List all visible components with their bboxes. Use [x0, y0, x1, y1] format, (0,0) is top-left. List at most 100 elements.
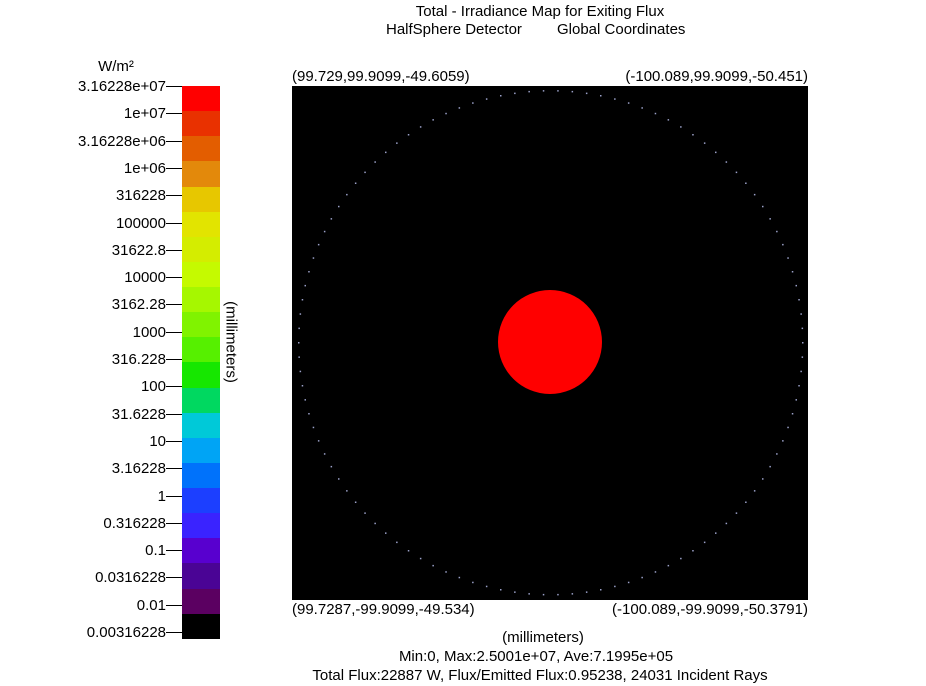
- ring-dot: [641, 576, 643, 579]
- colorbar-tick-line: [166, 167, 182, 169]
- colorbar-swatch: [182, 211, 220, 237]
- corner-bottom-right: (-100.089,-99.9099,-50.3791): [612, 601, 808, 618]
- flux-line: Total Flux:22887 W, Flux/Emitted Flux:0.…: [312, 667, 768, 684]
- ring-dot: [585, 92, 588, 95]
- ring-dot: [557, 593, 559, 596]
- ring-dot: [458, 576, 461, 579]
- ring-dot: [445, 571, 447, 573]
- colorbar-tick-line: [166, 550, 182, 552]
- ring-dot: [308, 271, 310, 273]
- ring-dot: [304, 399, 306, 401]
- ring-dot: [419, 557, 422, 560]
- colorbar-tick-line: [166, 604, 182, 606]
- ring-dot: [385, 151, 387, 154]
- colorbar-swatch: [182, 563, 220, 589]
- colorbar-tick-label: 3.16228e+07: [77, 78, 166, 95]
- colorbar-swatch: [182, 111, 220, 137]
- ring-dot: [641, 107, 643, 109]
- colorbar-tick-line: [166, 140, 182, 142]
- ring-dot: [338, 205, 340, 208]
- colorbar-tick-label: 1000: [132, 323, 166, 341]
- ring-dot: [364, 171, 366, 174]
- ring-dot: [317, 440, 320, 442]
- ring-dot: [776, 230, 778, 233]
- ring-dot: [396, 142, 398, 144]
- ring-dot: [323, 230, 326, 233]
- colorbar-swatch: [182, 538, 220, 564]
- ring-dot: [654, 571, 657, 573]
- ring-dot: [323, 453, 326, 455]
- ring-dot: [407, 550, 410, 552]
- colorbar-swatch: [182, 513, 220, 539]
- colorbar-tick-label: 0.01: [136, 596, 166, 614]
- ring-dot: [769, 218, 771, 220]
- ring-dot: [654, 112, 657, 115]
- ring-dot: [312, 426, 315, 429]
- ring-dot: [667, 564, 670, 567]
- ring-dot: [692, 134, 694, 136]
- ring-dot: [500, 95, 502, 97]
- ring-dot: [782, 440, 784, 442]
- detector-edge-ring: [298, 90, 804, 596]
- colorbar-tick-label: 3.16228: [111, 460, 166, 478]
- ring-dot: [753, 490, 756, 492]
- ring-dot: [298, 342, 300, 344]
- ring-dot: [800, 370, 802, 373]
- ring-dot: [374, 522, 376, 525]
- irradiance-map-svg: [298, 90, 804, 596]
- ring-dot: [614, 585, 616, 588]
- ring-dot: [762, 205, 764, 208]
- colorbar-tick-line: [166, 277, 182, 279]
- ring-dot: [542, 90, 545, 92]
- ring-dot: [801, 327, 804, 330]
- colorbar-tick-label: 31.6228: [111, 405, 166, 423]
- colorbar-tick-label: 3162.28: [111, 296, 166, 314]
- ring-dot: [585, 591, 588, 593]
- colorbar-swatch: [182, 462, 220, 488]
- colorbar-swatch: [182, 86, 220, 112]
- x-axis-label: (millimeters): [502, 629, 584, 646]
- ring-dot: [715, 151, 717, 154]
- ring-dot: [301, 385, 304, 387]
- colorbar-tick-label: 100: [140, 378, 166, 396]
- colorbar-tick-line: [166, 413, 182, 415]
- ring-dot: [419, 126, 422, 128]
- colorbar-tick-label: 316.228: [111, 351, 166, 368]
- ring-dot: [317, 243, 320, 246]
- ring-dot: [791, 271, 794, 273]
- colorbar-tick-line: [166, 113, 182, 115]
- ring-dot: [514, 92, 516, 95]
- colorbar-tick-label: 10000: [124, 269, 166, 287]
- colorbar-swatch: [182, 588, 220, 614]
- colorbar-swatch: [182, 261, 220, 287]
- colorbar-tick-label: 31622.8: [111, 241, 166, 259]
- corner-bottom-left: (99.7287,-99.9099,-49.534): [292, 601, 475, 618]
- ring-dot: [735, 512, 738, 514]
- ring-dot: [667, 119, 670, 121]
- corner-top-left: (99.729,99.9099,-49.6059): [292, 68, 470, 85]
- colorbar-swatch: [182, 236, 220, 262]
- ring-dot: [795, 284, 797, 287]
- colorbar-tick-line: [166, 632, 182, 633]
- ring-dot: [301, 299, 304, 301]
- colorbar-swatch: [182, 161, 220, 187]
- colorbar-tick-label: 3.16228e+06: [77, 132, 166, 150]
- ring-dot: [703, 541, 706, 544]
- colorbar-tick-line: [166, 304, 182, 306]
- stats-line: Min:0, Max:2.5001e+07, Ave:7.1995e+05: [398, 648, 674, 665]
- ring-dot: [346, 490, 348, 492]
- ring-dot: [802, 342, 804, 344]
- ring-dot: [364, 512, 366, 514]
- ring-dot: [528, 90, 530, 93]
- chart-title: Total - Irradiance Map for Exiting Flux: [415, 3, 665, 20]
- ring-dot: [354, 182, 357, 184]
- ring-dot: [735, 171, 738, 174]
- ring-dot: [385, 532, 387, 534]
- colorbar-tick-line: [166, 86, 182, 87]
- colorbar-swatch: [182, 186, 220, 212]
- ring-dot: [725, 161, 728, 163]
- ring-dot: [680, 126, 682, 128]
- colorbar-swatch: [182, 312, 220, 338]
- ring-dot: [407, 134, 410, 136]
- colorbar-swatch: [182, 287, 220, 313]
